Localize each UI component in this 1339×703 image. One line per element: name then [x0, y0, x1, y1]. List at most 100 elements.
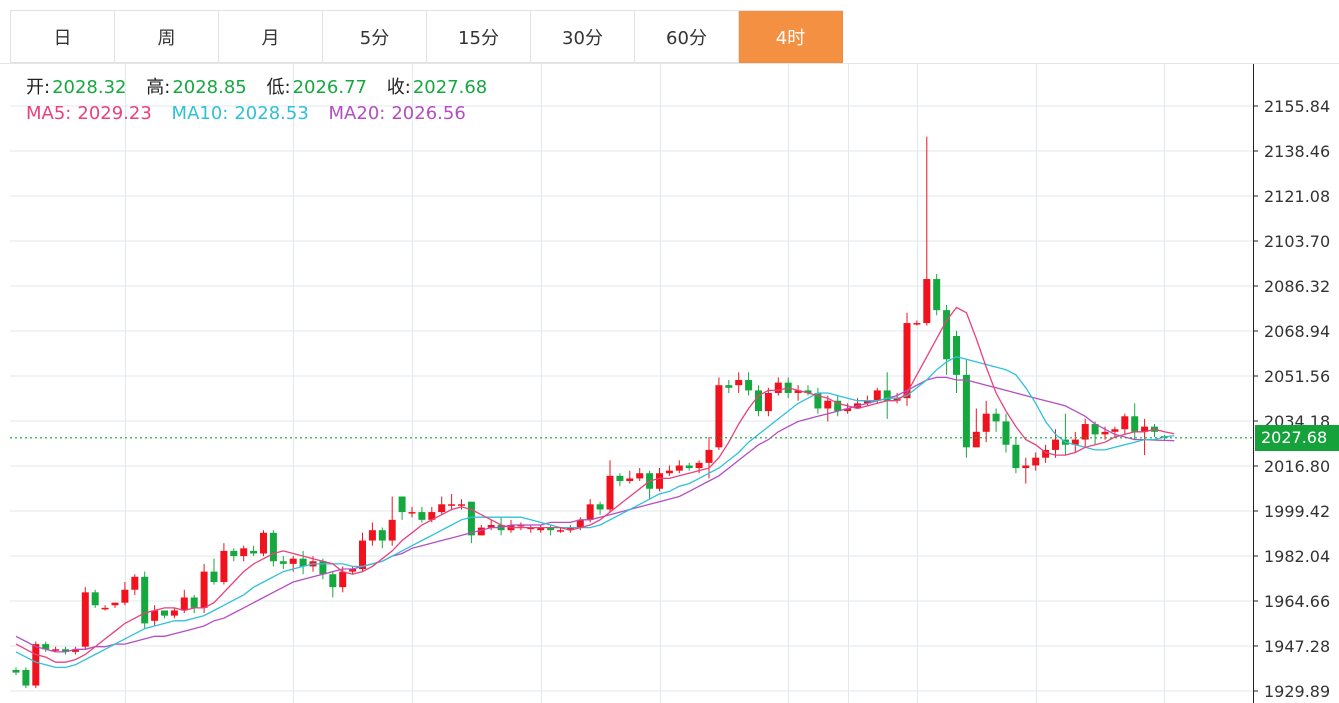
high-label: 高: [146, 77, 171, 98]
candle-body [220, 550, 228, 582]
ma5-value: 2029.23 [77, 103, 152, 124]
tab-2[interactable]: 月 [219, 11, 323, 63]
y-tick-label: 1964.66 [1264, 592, 1330, 611]
candle-body [329, 574, 337, 588]
candle-body [170, 610, 178, 616]
candle-body [814, 392, 822, 409]
tab-7[interactable]: 4时 [739, 11, 843, 63]
candle-body [477, 527, 485, 536]
candle-body [1141, 426, 1149, 432]
y-tick-label: 2138.46 [1264, 142, 1330, 161]
candle-body [695, 462, 703, 469]
ma5-readout: MA5: 2029.23 [26, 103, 152, 124]
candle-body [279, 561, 287, 564]
candle-body [913, 323, 921, 325]
y-tick-label: 2051.56 [1264, 367, 1330, 386]
candle-body [230, 550, 238, 557]
candle-body [705, 449, 713, 463]
candle-body [349, 569, 357, 572]
candle-body [398, 496, 406, 513]
ma10-label: MA10: [171, 103, 229, 124]
candle-body [893, 398, 901, 401]
y-tick-label: 1929.89 [1264, 682, 1330, 701]
candle-body [596, 504, 604, 510]
candle-body [289, 558, 297, 564]
candle-body [962, 374, 970, 448]
y-tick-label: 1982.04 [1264, 547, 1330, 566]
candle-body [190, 597, 198, 608]
candle-body [992, 413, 1000, 422]
tab-5[interactable]: 30分 [531, 11, 635, 63]
y-tick-label: 2016.80 [1264, 457, 1330, 476]
close-label: 收: [386, 77, 411, 98]
ma5-line [15, 306, 1175, 663]
tab-6[interactable]: 60分 [635, 11, 739, 63]
candle-body [953, 336, 960, 375]
candle-body [675, 465, 683, 471]
ma10-value: 2028.53 [234, 103, 309, 124]
chart-top-border [0, 63, 1339, 64]
candle-body [1022, 465, 1030, 469]
tab-0[interactable]: 日 [11, 11, 115, 63]
candle-body [537, 527, 545, 531]
candle-body [1071, 439, 1079, 445]
timeframe-tabs: 日周月 5分 15分 30分 60分 4时 [10, 10, 843, 63]
ma20-readout: MA20: 2026.56 [329, 103, 466, 124]
candle-body [527, 527, 535, 530]
candle-body [547, 527, 555, 531]
candle-body [685, 465, 693, 469]
candle-body [1002, 421, 1010, 445]
candle-body [81, 592, 89, 647]
candle-body [626, 478, 634, 482]
ma20-line [15, 376, 1175, 653]
ma5-label: MA5: [26, 103, 72, 124]
candle-body [557, 530, 564, 532]
low-label: 低: [266, 77, 291, 98]
candle-body [388, 519, 396, 541]
y-tick-label: 2086.32 [1264, 277, 1330, 296]
candle-body [12, 670, 20, 673]
candle-body [418, 512, 426, 520]
candle-body [467, 501, 475, 536]
candle-body [745, 380, 753, 391]
candle-body [1052, 439, 1059, 450]
candle-body [725, 385, 733, 388]
close-value: 2027.68 [412, 77, 488, 98]
candle-body [517, 525, 525, 527]
y-tick-label: 2121.08 [1264, 187, 1330, 206]
candle-body [101, 607, 109, 610]
candle-body [982, 413, 990, 432]
ma10-readout: MA10: 2028.53 [172, 103, 309, 124]
candle-body [32, 644, 40, 686]
candle-body [151, 610, 159, 621]
candle-body [52, 649, 60, 651]
candle-body [458, 504, 465, 506]
candle-body [1081, 424, 1089, 440]
candle-body [269, 532, 277, 562]
candle-body [487, 525, 495, 528]
candle-body [121, 589, 129, 603]
y-tick-label: 2103.70 [1264, 232, 1330, 251]
tab-3[interactable]: 5分 [323, 11, 427, 63]
tab-1[interactable]: 周 [115, 11, 219, 63]
ma20-value: 2026.56 [391, 103, 466, 124]
current-price-tag: 2027.68 [1255, 424, 1339, 451]
y-tick-label: 1999.42 [1264, 502, 1330, 521]
candle-body [764, 392, 772, 412]
tab-4[interactable]: 15分 [427, 11, 531, 63]
y-tick-label: 2068.94 [1264, 322, 1330, 341]
candle-body [339, 571, 347, 588]
ma20-label: MA20: [328, 103, 386, 124]
candle-body [794, 390, 802, 393]
candle-body [715, 385, 723, 448]
candle-body [774, 382, 782, 393]
candle-body [943, 310, 951, 360]
y-tick-label: 2155.84 [1264, 97, 1330, 116]
candle-body [141, 576, 149, 624]
candle-body [972, 431, 980, 448]
candle-body [111, 602, 119, 606]
candle-body [250, 550, 258, 554]
candle-body [359, 540, 366, 570]
candle-body [576, 519, 584, 528]
high-value: 2028.85 [172, 77, 247, 98]
